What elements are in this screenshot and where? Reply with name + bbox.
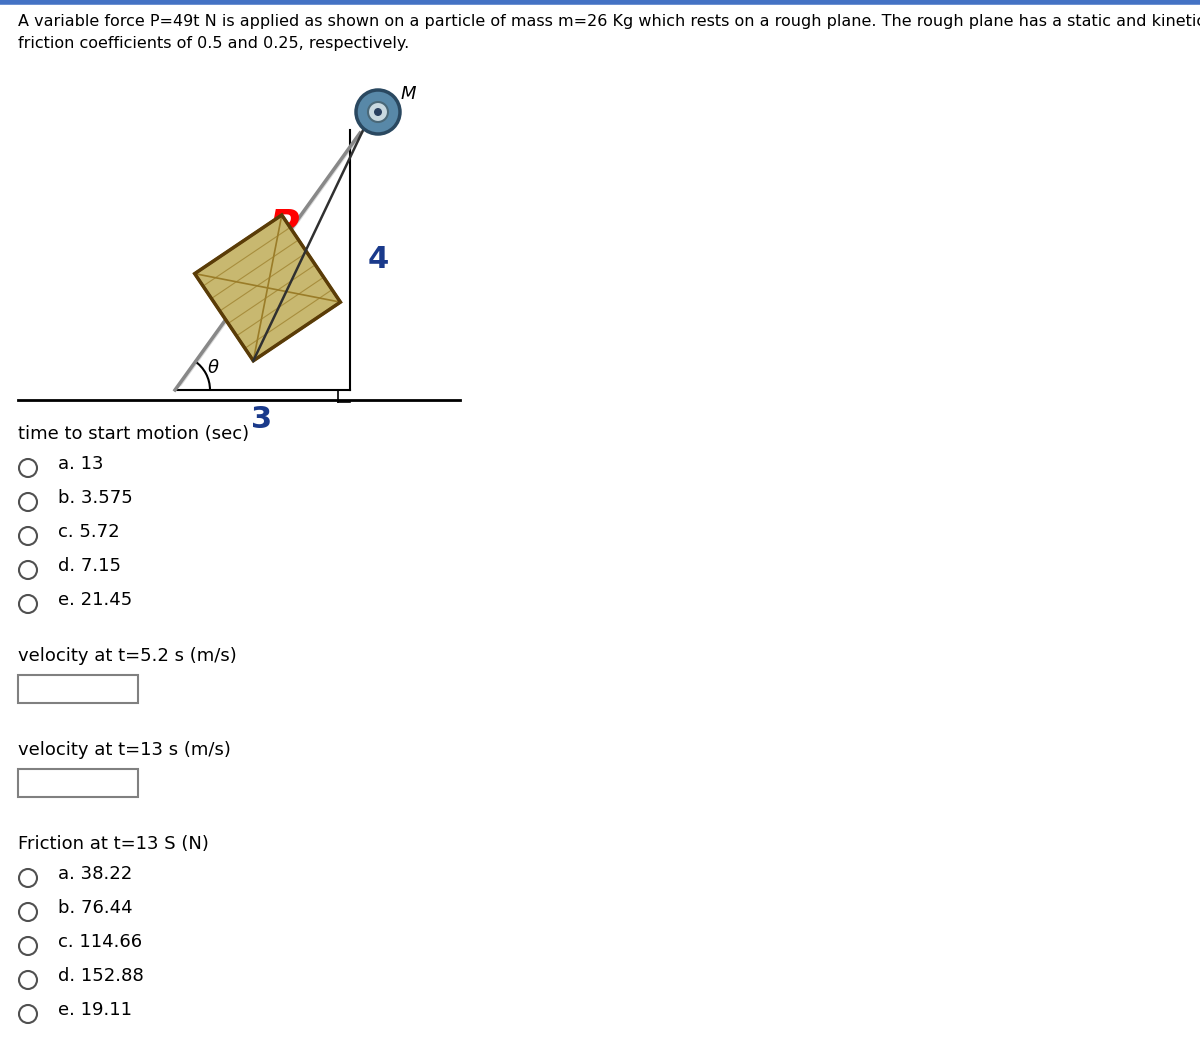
Circle shape xyxy=(368,102,388,122)
Circle shape xyxy=(374,108,382,116)
Text: d. 7.15: d. 7.15 xyxy=(58,557,121,575)
Circle shape xyxy=(19,527,37,545)
Text: Friction at t=13 S (N): Friction at t=13 S (N) xyxy=(18,835,209,853)
Text: d. 152.88: d. 152.88 xyxy=(58,967,144,985)
Circle shape xyxy=(19,869,37,887)
Text: time to start motion (sec): time to start motion (sec) xyxy=(18,425,250,443)
Text: A variable force P=49t N is applied as shown on a particle of mass m=26 Kg which: A variable force P=49t N is applied as s… xyxy=(18,14,1200,29)
Text: a. 38.22: a. 38.22 xyxy=(58,865,132,883)
Text: friction coefficients of 0.5 and 0.25, respectively.: friction coefficients of 0.5 and 0.25, r… xyxy=(18,36,409,51)
Text: M: M xyxy=(401,85,415,103)
FancyBboxPatch shape xyxy=(18,769,138,797)
Text: P: P xyxy=(268,206,299,249)
Text: velocity at t=13 s (m/s): velocity at t=13 s (m/s) xyxy=(18,741,230,759)
Text: b. 3.575: b. 3.575 xyxy=(58,489,133,507)
Circle shape xyxy=(19,493,37,511)
Text: 4: 4 xyxy=(368,246,389,274)
Text: velocity at t=5.2 s (m/s): velocity at t=5.2 s (m/s) xyxy=(18,647,236,665)
Circle shape xyxy=(19,595,37,613)
Circle shape xyxy=(19,971,37,989)
Text: $\theta$: $\theta$ xyxy=(206,359,220,377)
Polygon shape xyxy=(175,128,367,390)
FancyBboxPatch shape xyxy=(18,675,138,703)
Circle shape xyxy=(19,1004,37,1023)
Polygon shape xyxy=(194,215,341,361)
Text: b. 76.44: b. 76.44 xyxy=(58,899,133,917)
Text: 3: 3 xyxy=(252,405,272,435)
Circle shape xyxy=(19,561,37,579)
Circle shape xyxy=(19,458,37,477)
Text: e. 19.11: e. 19.11 xyxy=(58,1001,132,1019)
Circle shape xyxy=(356,90,400,134)
Circle shape xyxy=(19,937,37,956)
Text: c. 5.72: c. 5.72 xyxy=(58,523,120,541)
Circle shape xyxy=(19,903,37,921)
Text: a. 13: a. 13 xyxy=(58,455,103,473)
Text: c. 114.66: c. 114.66 xyxy=(58,933,142,951)
Text: e. 21.45: e. 21.45 xyxy=(58,591,132,609)
